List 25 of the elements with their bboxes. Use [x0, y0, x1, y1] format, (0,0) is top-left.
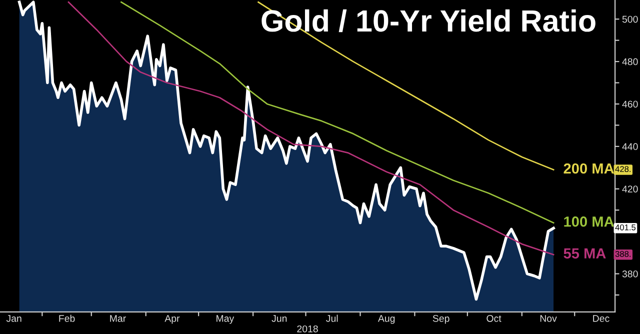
text: 428. — [615, 166, 630, 172]
text: 401.5 — [615, 224, 636, 230]
x-tick-label: Jul — [326, 314, 338, 322]
y-tick-label: 420 — [622, 186, 638, 192]
x-tick-label: Oct — [486, 314, 502, 322]
x-tick-label: Nov — [540, 315, 557, 322]
x-tick-label: Jan — [6, 315, 22, 322]
y-tick-label: 480 — [622, 58, 638, 66]
y-tick-label: 500 — [622, 16, 638, 23]
x-tick-label: Feb — [59, 314, 75, 322]
legend-label: 55 MA — [564, 248, 606, 259]
x-tick-label: Sep — [432, 314, 450, 324]
x-tick-label: Aug — [378, 315, 395, 324]
legend-label: 200 MA — [564, 163, 614, 174]
y-tick-label: 380 — [622, 270, 638, 278]
series-label: 100 MA — [564, 216, 614, 227]
y-tick-label: 460 — [622, 100, 638, 108]
x-tick-label: Jun — [272, 315, 287, 322]
x-tick-label: Dec — [593, 315, 610, 322]
x-axis-title: 2018 — [297, 325, 318, 332]
x-tick-label: Mar — [110, 315, 126, 322]
y-tick-label: 440 — [622, 143, 638, 150]
x-tick-label: May — [216, 315, 234, 324]
text: 388. — [615, 250, 630, 257]
x-tick-label: Apr — [164, 315, 180, 324]
